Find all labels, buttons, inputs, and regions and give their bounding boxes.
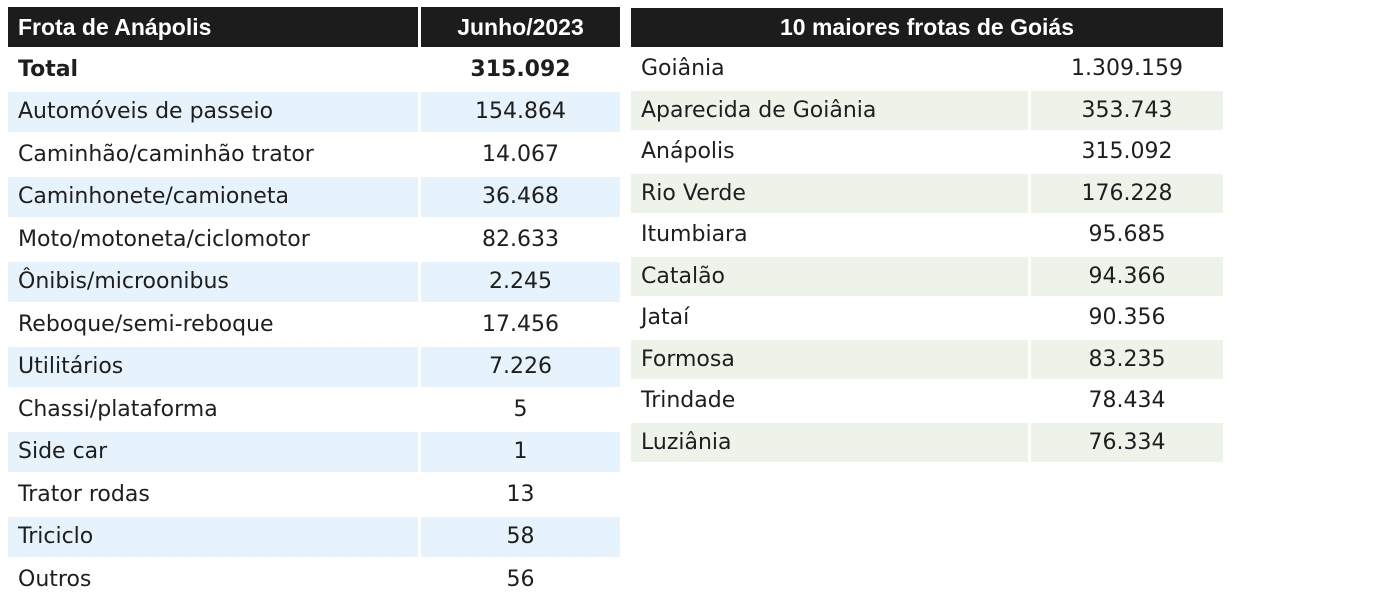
top10-row-value: 78.434: [1031, 379, 1224, 421]
fleet-row-label: Total: [8, 47, 421, 90]
top10-row: Aparecida de Goiânia 353.743: [631, 88, 1224, 130]
fleet-row-value: 14.067: [421, 132, 620, 175]
top10-table: 10 maiores frotas de Goiás Goiânia 1.309…: [631, 8, 1224, 462]
top10-row: Catalão 94.366: [631, 254, 1224, 296]
fleet-row-value: 82.633: [421, 217, 620, 260]
fleet-row-value: 1: [421, 429, 620, 472]
top10-header-row: 10 maiores frotas de Goiás: [631, 8, 1224, 47]
top10-row-value: 353.743: [1031, 88, 1224, 130]
top10-row: Jataí 90.356: [631, 296, 1224, 338]
top10-row-value: 94.366: [1031, 254, 1224, 296]
fleet-row-value: 17.456: [421, 302, 620, 345]
fleet-row: Outros 56: [8, 557, 620, 600]
top10-row: Rio Verde 176.228: [631, 171, 1224, 213]
top10-row-value: 176.228: [1031, 171, 1224, 213]
fleet-row-value: 56: [421, 557, 620, 600]
fleet-header-period: Junho/2023: [421, 7, 620, 47]
top10-row-value: 95.685: [1031, 213, 1224, 255]
fleet-row: Ônibis/microonibus 2.245: [8, 259, 620, 302]
fleet-row: Moto/motoneta/ciclomotor 82.633: [8, 217, 620, 260]
fleet-row-label: Triciclo: [8, 514, 421, 557]
fleet-row-total: Total 315.092: [8, 47, 620, 90]
top10-row: Luziânia 76.334: [631, 420, 1224, 462]
fleet-row-value: 5: [421, 387, 620, 430]
fleet-row-label: Chassi/plataforma: [8, 387, 421, 430]
top10-row: Goiânia 1.309.159: [631, 47, 1224, 89]
fleet-row-label: Trator rodas: [8, 472, 421, 515]
fleet-row: Reboque/semi-reboque 17.456: [8, 302, 620, 345]
fleet-row: Automóveis de passeio 154.864: [8, 89, 620, 132]
fleet-header-row: Frota de Anápolis Junho/2023: [8, 7, 620, 47]
top10-row-value: 90.356: [1031, 296, 1224, 338]
fleet-row-label: Ônibis/microonibus: [8, 259, 421, 302]
fleet-row-value: 154.864: [421, 89, 620, 132]
top10-row-city: Formosa: [631, 337, 1031, 379]
top10-row-city: Anápolis: [631, 130, 1031, 172]
fleet-row-label: Automóveis de passeio: [8, 89, 421, 132]
fleet-row: Utilitários 7.226: [8, 344, 620, 387]
fleet-row: Trator rodas 13: [8, 472, 620, 515]
fleet-row-label: Utilitários: [8, 344, 421, 387]
fleet-row-label: Reboque/semi-reboque: [8, 302, 421, 345]
fleet-row-label: Side car: [8, 429, 421, 472]
fleet-header-category: Frota de Anápolis: [8, 7, 421, 47]
fleet-row: Caminhonete/camioneta 36.468: [8, 174, 620, 217]
fleet-row-label: Caminhonete/camioneta: [8, 174, 421, 217]
top10-row-city: Itumbiara: [631, 213, 1031, 255]
top10-row-city: Catalão: [631, 254, 1031, 296]
fleet-row: Side car 1: [8, 429, 620, 472]
top10-row-city: Goiânia: [631, 47, 1031, 89]
fleet-row-value: 315.092: [421, 47, 620, 90]
fleet-row-label: Outros: [8, 557, 421, 600]
fleet-row-value: 36.468: [421, 174, 620, 217]
top10-row-value: 1.309.159: [1031, 47, 1224, 89]
top10-row-city: Jataí: [631, 296, 1031, 338]
top10-row: Anápolis 315.092: [631, 130, 1224, 172]
fleet-row: Chassi/plataforma 5: [8, 387, 620, 430]
fleet-row-label: Caminhão/caminhão trator: [8, 132, 421, 175]
fleet-row: Triciclo 58: [8, 514, 620, 557]
fleet-table: Frota de Anápolis Junho/2023 Total 315.0…: [8, 7, 620, 600]
top10-row: Trindade 78.434: [631, 379, 1224, 421]
top10-row: Itumbiara 95.685: [631, 213, 1224, 255]
fleet-row-value: 13: [421, 472, 620, 515]
top10-row: Formosa 83.235: [631, 337, 1224, 379]
top10-row-value: 76.334: [1031, 420, 1224, 462]
top10-row-city: Luziânia: [631, 420, 1031, 462]
top10-row-city: Rio Verde: [631, 171, 1031, 213]
fleet-row-label: Moto/motoneta/ciclomotor: [8, 217, 421, 260]
fleet-row-value: 58: [421, 514, 620, 557]
top10-row-city: Trindade: [631, 379, 1031, 421]
top10-row-value: 315.092: [1031, 130, 1224, 172]
fleet-row: Caminhão/caminhão trator 14.067: [8, 132, 620, 175]
top10-row-city: Aparecida de Goiânia: [631, 88, 1031, 130]
top10-title: 10 maiores frotas de Goiás: [631, 8, 1224, 47]
fleet-row-value: 7.226: [421, 344, 620, 387]
top10-row-value: 83.235: [1031, 337, 1224, 379]
fleet-row-value: 2.245: [421, 259, 620, 302]
